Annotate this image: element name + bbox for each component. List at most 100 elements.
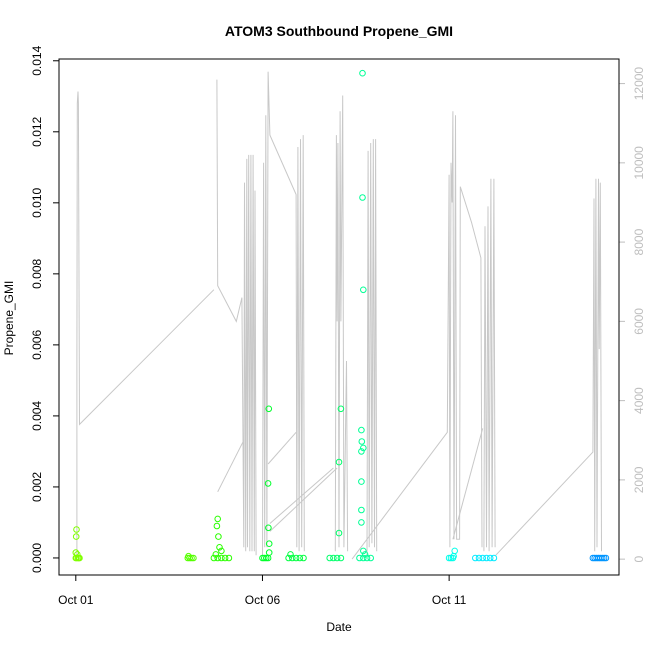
- y-tick-label-4: 0.008: [30, 259, 44, 289]
- data-point-24: [218, 547, 225, 555]
- y2-tick-label-0: 0: [632, 555, 646, 562]
- data-point-73: [490, 554, 498, 562]
- altitude-line-6: [334, 95, 349, 552]
- data-point-48: [360, 554, 367, 562]
- altitude-line-10: [452, 428, 484, 540]
- data-point-42: [333, 554, 341, 562]
- data-point-80: [600, 554, 608, 562]
- data-point-6: [72, 533, 80, 540]
- altitude-line-1: [216, 79, 257, 556]
- data-point-22: [213, 522, 221, 530]
- data-point-37: [296, 554, 304, 562]
- data-point-2: [74, 551, 81, 558]
- data-point-29: [265, 549, 273, 556]
- altitude-line-11: [483, 178, 496, 552]
- data-point-20: [216, 544, 223, 551]
- y2-tick-label-6: 12000: [632, 67, 646, 101]
- data-point-72: [486, 554, 494, 562]
- x-tick-label-2: Oct 11: [432, 593, 467, 607]
- data-point-61: [359, 194, 366, 201]
- data-point-44: [335, 529, 343, 537]
- data-point-52: [361, 551, 369, 558]
- y-tick-label-7: 0.014: [30, 45, 44, 75]
- data-point-62: [359, 69, 366, 77]
- data-point-70: [479, 554, 487, 562]
- data-point-32: [264, 480, 272, 487]
- data-point-55: [358, 478, 365, 485]
- data-point-56: [358, 448, 365, 455]
- altitude-lines: [76, 71, 602, 560]
- altitude-line-3: [262, 71, 305, 556]
- data-point-57: [360, 444, 367, 452]
- data-point-35: [289, 554, 296, 562]
- data-point-39: [287, 551, 294, 558]
- data-point-81: [602, 554, 610, 562]
- data-point-15: [214, 554, 221, 562]
- data-point-43: [337, 554, 345, 562]
- data-point-38: [300, 554, 307, 562]
- x-tick-label-1: Oct 06: [245, 593, 281, 607]
- data-point-36: [292, 554, 300, 562]
- plot-frame: [58, 58, 620, 576]
- data-point-34: [285, 554, 292, 562]
- data-point-50: [367, 554, 375, 562]
- data-point-21: [215, 533, 222, 540]
- altitude-line-0: [76, 91, 215, 560]
- y-tick-label-5: 0.010: [30, 187, 44, 217]
- data-point-5: [76, 554, 83, 562]
- y2-tick-label-1: 2000: [632, 466, 646, 493]
- data-point-68: [472, 554, 479, 562]
- data-point-47: [356, 554, 363, 562]
- altitude-line-12: [495, 178, 602, 556]
- altitude-line-5: [269, 467, 334, 524]
- data-point-31: [265, 524, 272, 532]
- altitude-line-4: [267, 431, 297, 465]
- y-tick-label-6: 0.012: [30, 116, 44, 146]
- data-point-7: [73, 526, 80, 533]
- data-point-69: [475, 554, 483, 562]
- data-point-17: [221, 554, 229, 562]
- y-tick-label-2: 0.004: [30, 401, 44, 431]
- data-point-67: [451, 547, 459, 555]
- data-point-23: [214, 515, 221, 523]
- y-tick-label-3: 0.006: [30, 330, 44, 360]
- altitude-line-8: [366, 139, 378, 556]
- altitude-line-2: [217, 440, 245, 493]
- data-point-51: [360, 547, 367, 555]
- y-tick-label-0: 0.000: [30, 543, 44, 573]
- data-point-18: [225, 554, 233, 562]
- data-points: [72, 69, 610, 562]
- data-point-27: [262, 554, 270, 562]
- data-point-19: [212, 551, 220, 558]
- y2-tick-label-3: 6000: [632, 308, 646, 335]
- data-point-54: [358, 506, 365, 514]
- altitude-line-7: [269, 467, 338, 532]
- data-point-16: [218, 554, 225, 562]
- data-point-59: [358, 426, 365, 434]
- data-point-30: [265, 540, 273, 548]
- data-point-49: [363, 554, 371, 562]
- y2-tick-label-4: 8000: [632, 228, 646, 255]
- data-point-13: [185, 552, 192, 560]
- data-point-58: [358, 438, 366, 445]
- data-point-53: [358, 519, 365, 526]
- data-point-46: [337, 405, 345, 413]
- y-axis-label: Propene_GMI: [2, 281, 16, 356]
- x-axis-label: Date: [326, 620, 352, 634]
- altitude-line-9: [351, 111, 483, 560]
- data-point-10: [186, 554, 193, 562]
- y2-tick-label-2: 4000: [632, 387, 646, 414]
- data-point-45: [335, 458, 343, 466]
- data-point-79: [598, 554, 606, 562]
- x-tick-label-0: Oct 01: [58, 593, 94, 607]
- data-point-8: [72, 549, 80, 556]
- y2-tick-label-5: 10000: [632, 146, 646, 180]
- data-point-26: [261, 554, 268, 562]
- data-point-60: [360, 286, 367, 294]
- data-point-41: [330, 554, 337, 562]
- chart-title: ATOM3 Southbound Propene_GMI: [225, 23, 453, 39]
- data-point-71: [483, 554, 490, 562]
- data-point-33: [265, 405, 273, 413]
